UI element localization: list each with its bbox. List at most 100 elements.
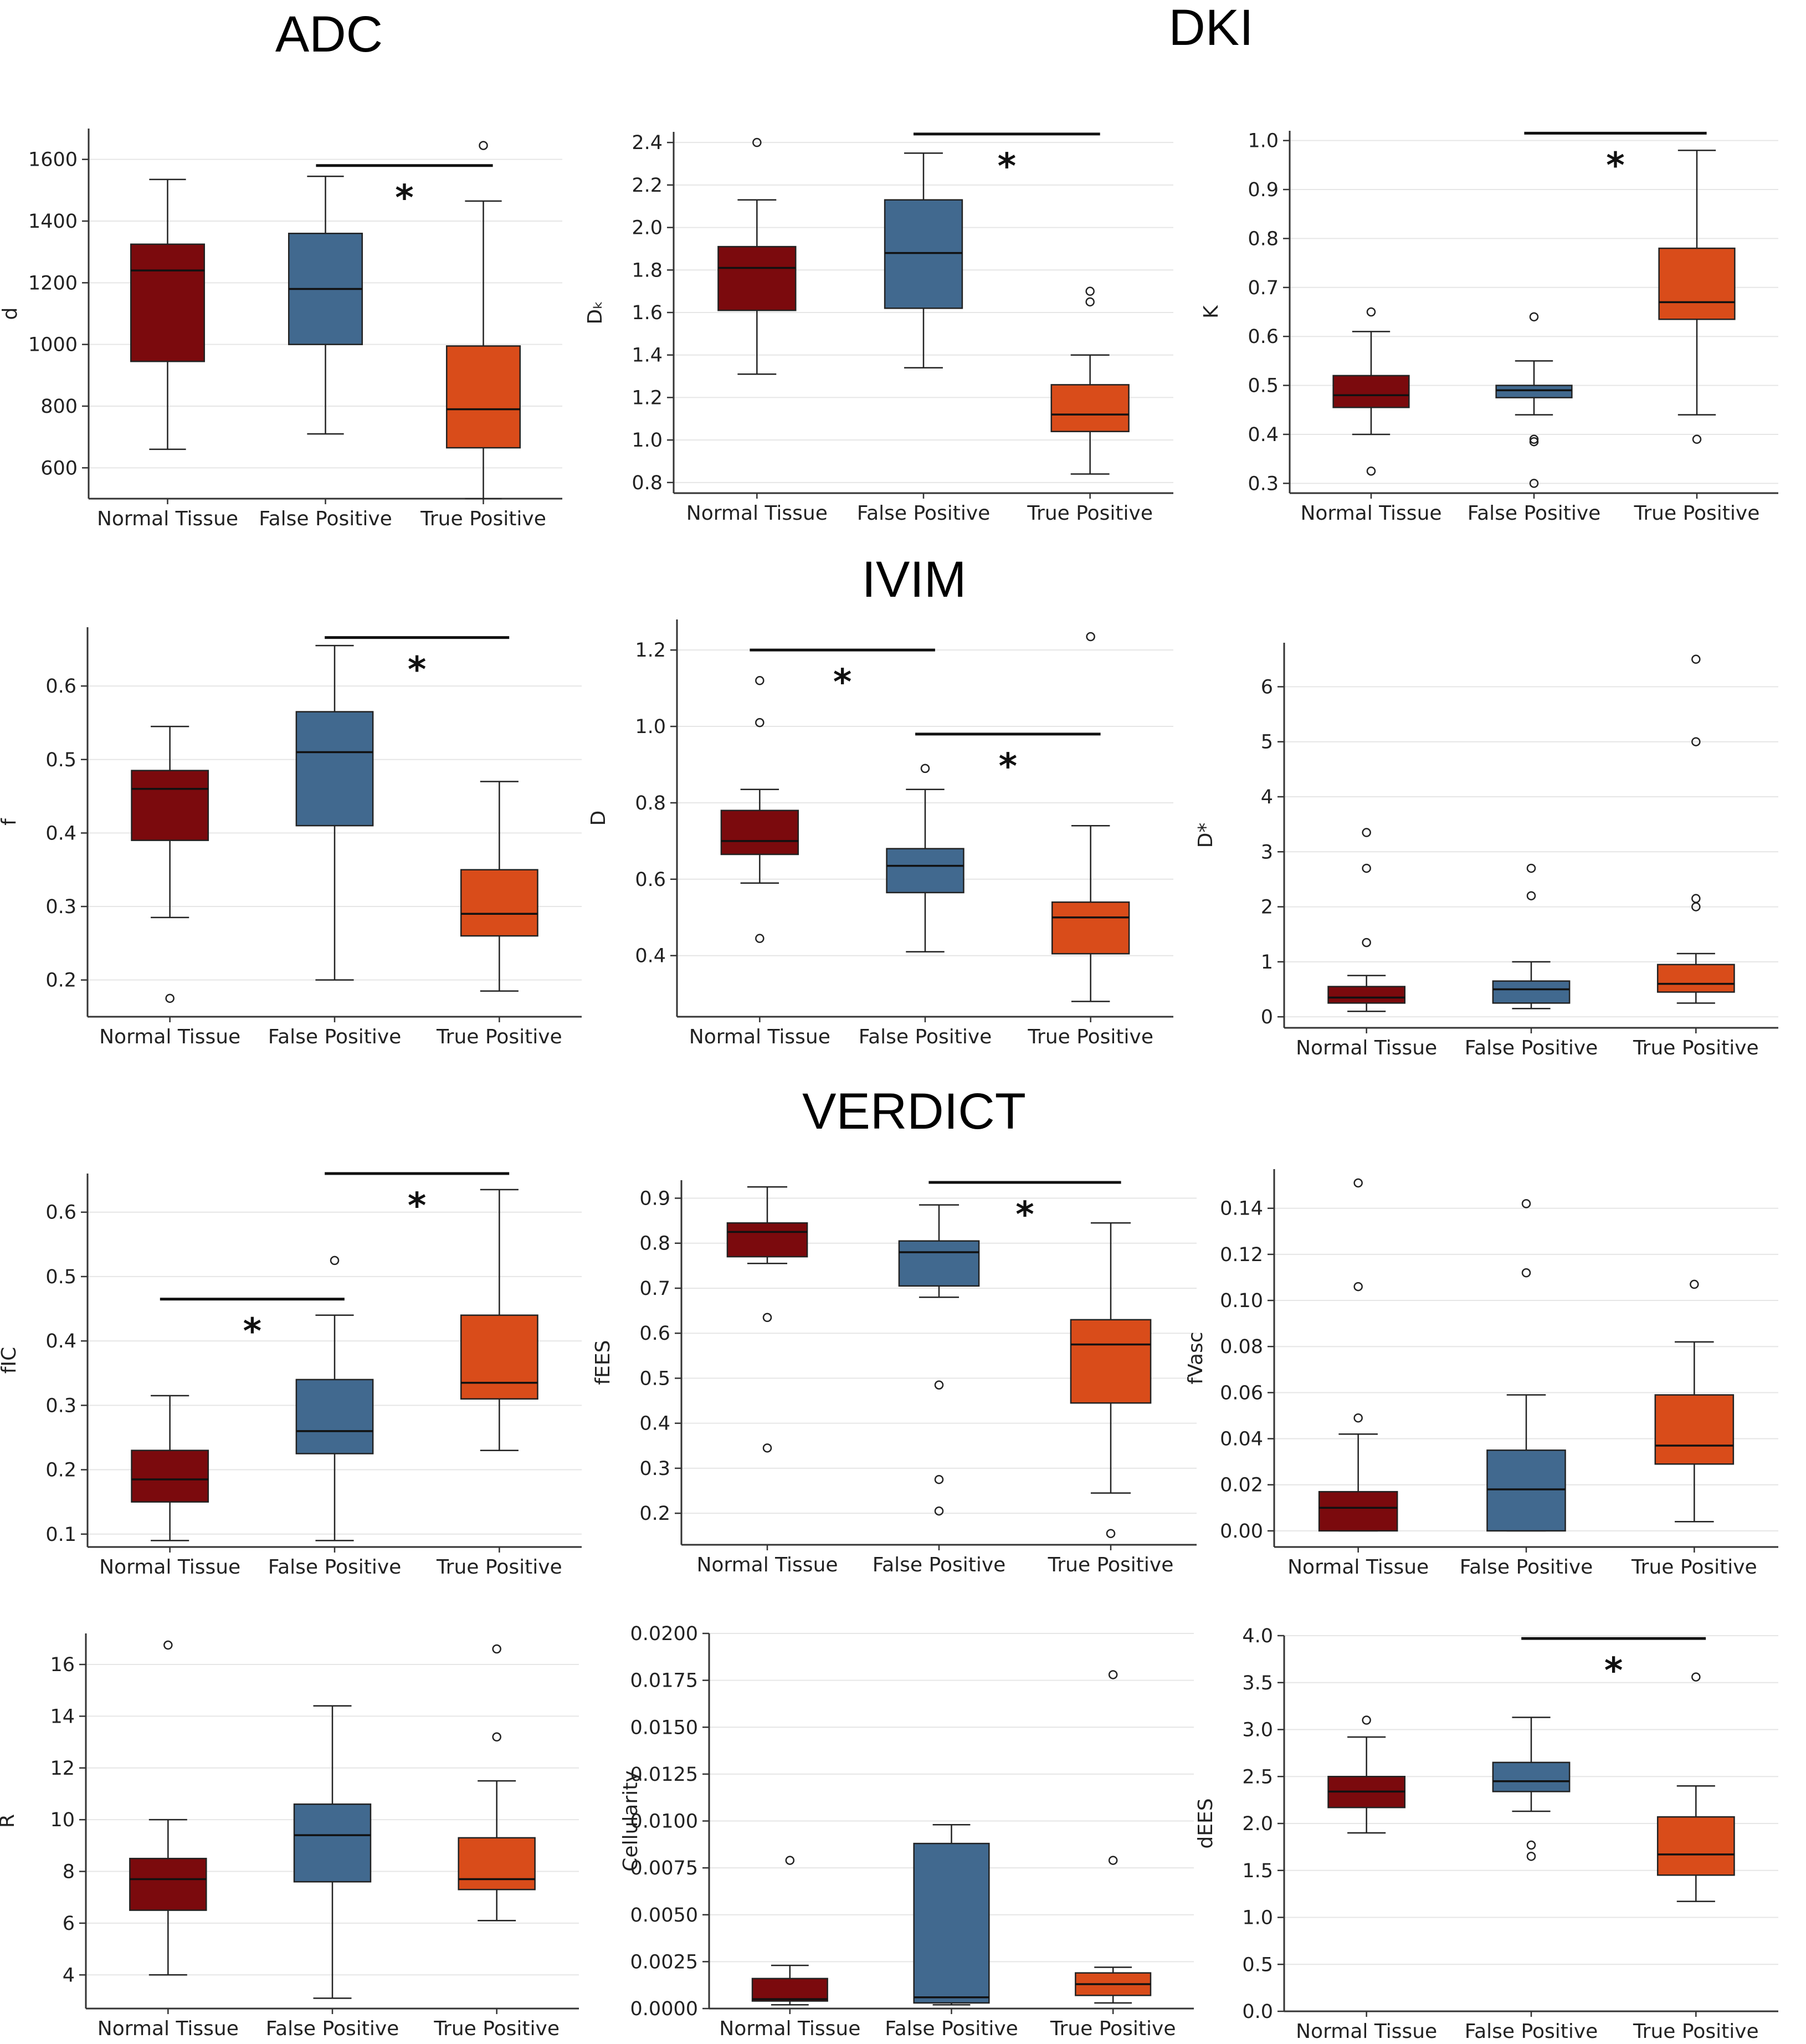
chart-panel-5: 0.4 0.6 0.8 1.0 1.2 D Normal Tissue False Posit… [587,619,1173,1048]
x-tick-label: Normal Tissue [696,1554,838,1576]
y-tick-label: 2.2 [632,175,663,197]
outlier-point [492,1732,501,1742]
y-tick-label: 1.0 [1242,1907,1273,1929]
outlier-point [762,1443,772,1453]
x-tick-label: True Positive [1634,502,1760,525]
y-tick-label: 1400 [28,211,78,233]
y-tick-label: 2.0 [632,217,663,239]
y-tick-label: 12 [50,1758,75,1780]
x-tick-label: Normal Tissue [97,508,238,530]
box-true-positive [458,1837,536,1891]
x-tick-label: Normal Tissue [99,1556,240,1579]
chart-panel-1: 600 800 1000 1200 1400 1600 d Normal Tissue Fals… [0,129,562,530]
outlier-point [1353,1282,1363,1292]
y-axis-label: f [0,818,20,826]
y-axis-label: Dₖ [584,300,607,324]
y-tick-label: 2 [1261,897,1273,919]
y-tick-label: 0.0075 [630,1857,698,1879]
outlier-point [1362,863,1371,873]
x-tick-label: Normal Tissue [1296,2020,1437,2043]
outlier-point [1362,1715,1371,1725]
y-tick-label: 1.0 [1248,130,1279,152]
chart-panel-2: 0.8 1.0 1.2 1.4 1.6 1.8 2.0 2.2 2.4 Dₖ Normal Tiss… [584,132,1173,525]
box-normal-tissue [751,1978,828,2002]
chart-panel-3: 0.3 0.4 0.5 0.6 0.7 0.8 0.9 1.0 K Normal Tissue Fa… [1200,130,1778,525]
y-tick-label: 0.4 [639,1413,670,1435]
y-tick-label: 3.0 [1242,1719,1273,1741]
outlier-point [1086,632,1095,642]
outlier-point [934,1506,944,1516]
x-tick-label: Normal Tissue [1287,1556,1429,1579]
x-tick-label: False Positive [1460,1556,1593,1579]
box-normal-tissue [1327,986,1406,1004]
box-normal-tissue [130,243,206,362]
outlier-point [163,1640,173,1650]
y-tick-label: 3 [1261,841,1273,863]
outlier-point [755,718,765,728]
x-tick-label: True Positive [1633,2020,1759,2043]
y-tick-label: 0.6 [639,1323,670,1345]
box-normal-tissue [1332,375,1410,408]
box-false-positive [1492,1761,1571,1792]
box-false-positive [884,199,963,309]
outlier-point [1692,434,1702,444]
y-tick-label: 2.0 [1242,1813,1273,1835]
outlier-point [1362,938,1371,947]
outlier-point [1362,828,1371,837]
box-false-positive [1492,980,1571,1004]
outlier-point [1085,297,1095,307]
y-axis-label: K [1200,305,1223,319]
y-tick-label: 4 [63,1964,75,1986]
box-true-positive [1050,384,1130,433]
y-tick-label: 0.8 [1248,228,1279,250]
outlier-point [762,1313,772,1323]
y-tick-label: 1.4 [632,345,663,367]
y-tick-label: 0.0125 [630,1764,698,1786]
outlier-point [1529,312,1539,322]
x-tick-label: False Positive [857,502,991,525]
y-tick-label: 0.5 [1242,1954,1273,1976]
x-tick-label: False Positive [859,1026,992,1048]
y-axis-label: fEES [592,1340,614,1385]
x-tick-label: True Positive [1631,1556,1757,1579]
outlier-point [1529,479,1539,488]
outlier-point [1366,466,1376,476]
outlier-point [1353,1413,1363,1423]
box-normal-tissue [717,245,797,311]
x-tick-label: Normal Tissue [1296,1037,1437,1059]
outlier-point [1521,1199,1531,1208]
box-true-positive [460,1314,538,1400]
y-tick-label: 0.0050 [630,1904,698,1927]
y-axis-label: fVasc [1184,1331,1207,1384]
x-tick-label: True Positive [1048,1554,1174,1576]
y-tick-label: 0.5 [45,1266,76,1288]
y-tick-label: 0.5 [639,1367,670,1390]
box-normal-tissue [726,1222,808,1258]
chart-panel-7: 0.1 0.2 0.3 0.4 0.5 0.6 fIC Normal Tissue False … [0,1172,582,1579]
x-tick-label: False Positive [1465,1037,1598,1059]
outlier-point [1690,1279,1699,1289]
y-tick-label: 6 [63,1913,75,1935]
box-normal-tissue [720,810,799,855]
outlier-point [1526,863,1536,873]
outlier-point [1529,437,1539,447]
significance-star: * [408,650,426,691]
box-true-positive [1051,901,1130,955]
chart-panel-9: 0.00 0.02 0.04 0.06 0.08 0.10 0.12 0.14 fVasc Nor… [1184,1169,1778,1579]
x-tick-label: False Positive [1468,502,1601,525]
outlier-point [1085,286,1095,296]
y-tick-label: 4 [1261,786,1273,808]
outlier-point [1106,1529,1116,1538]
y-tick-label: 0.8 [635,792,666,814]
y-tick-label: 14 [50,1705,75,1728]
box-false-positive [293,1803,372,1883]
ivim-section-title: IVIM [861,551,967,608]
significance-star: * [243,1312,261,1353]
x-tick-label: False Positive [268,1026,402,1048]
outlier-point [1691,737,1701,746]
y-tick-label: 0.14 [1220,1198,1263,1220]
y-tick-label: 1.8 [632,259,663,281]
x-tick-label: True Positive [1050,2017,1176,2040]
y-tick-label: 6 [1261,676,1273,698]
